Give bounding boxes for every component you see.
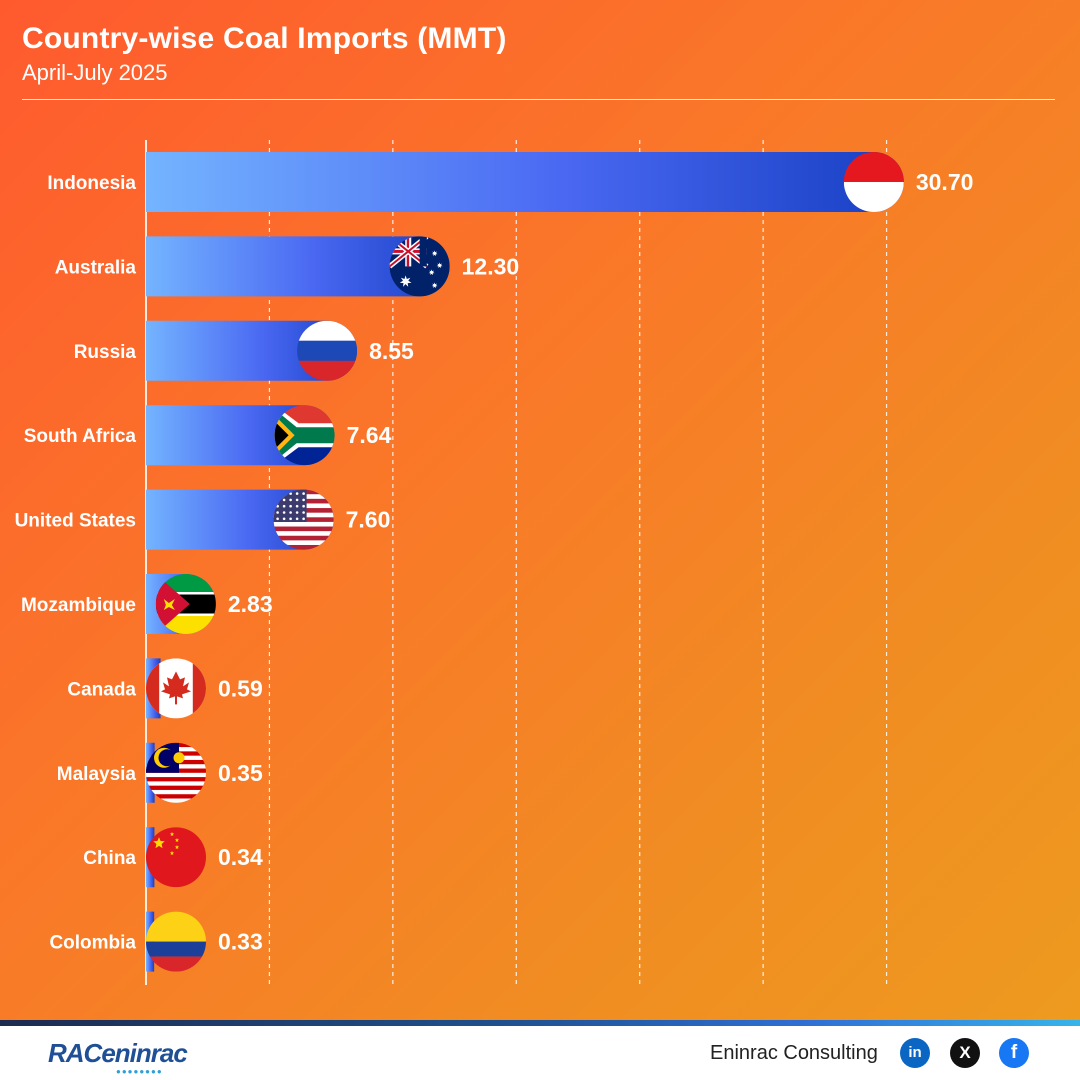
category-label: Canada	[67, 679, 136, 700]
category-label: United States	[15, 511, 136, 532]
united-states-flag-icon	[273, 489, 334, 550]
bar-row: Malaysia 0.35	[57, 742, 263, 803]
bar	[146, 236, 450, 297]
bar-row: Russia 8.55	[74, 320, 414, 381]
colombia-flag-icon	[146, 911, 206, 972]
value-label: 0.33	[218, 929, 263, 955]
value-label: 0.34	[218, 844, 263, 870]
russia-flag-icon	[297, 320, 358, 381]
value-label: 7.60	[346, 507, 391, 533]
bar-row: Australia 12.30	[55, 236, 520, 297]
bar-row: South Africa 7.64	[24, 405, 392, 466]
indonesia-flag-icon	[843, 152, 904, 212]
value-label: 30.70	[916, 169, 974, 195]
malaysia-flag-icon	[146, 742, 206, 803]
china-flag-icon	[146, 827, 206, 888]
australia-flag-icon	[389, 236, 450, 297]
category-label: Mozambique	[21, 595, 136, 616]
bar-row: Mozambique 2.83	[21, 574, 273, 634]
bar-row: Canada 0.59	[67, 658, 263, 719]
south-africa-flag-icon	[274, 405, 335, 466]
bar-row: United States 7.60	[15, 489, 391, 550]
footer: RACeninrac ●●●●●●●● Eninrac Consulting i…	[0, 1026, 1080, 1080]
category-label: Russia	[74, 342, 137, 363]
chart-subtitle: April-July 2025	[22, 60, 168, 85]
canada-flag-icon	[146, 658, 206, 719]
logo-text: RACeninrac	[48, 1038, 188, 1068]
logo-dots: ●●●●●●●●	[116, 1067, 163, 1076]
bar-row: Colombia 0.33	[49, 911, 263, 972]
category-label: Colombia	[49, 933, 136, 954]
facebook-icon[interactable]: f	[999, 1038, 1029, 1068]
category-label: South Africa	[24, 426, 137, 447]
chart-canvas: Country-wise Coal Imports (MMT) April-Ju…	[0, 0, 1080, 1022]
category-label: Indonesia	[47, 173, 136, 194]
title-divider	[22, 99, 1055, 100]
value-label: 0.59	[218, 675, 263, 701]
bar-chart: Indonesia 30.70 Australia 12.30 Russia 8.55 So…	[15, 152, 973, 972]
category-label: Malaysia	[57, 764, 137, 785]
bar-row: China 0.34	[83, 827, 263, 888]
value-label: 2.83	[228, 591, 273, 617]
footer-accent-band	[0, 1020, 1080, 1026]
value-label: 12.30	[462, 253, 520, 279]
bar	[146, 152, 904, 212]
company-name: Eninrac Consulting	[710, 1042, 878, 1064]
category-label: China	[83, 848, 136, 869]
value-label: 8.55	[369, 338, 414, 364]
value-label: 0.35	[218, 760, 263, 786]
mozambique-flag-icon	[155, 574, 216, 634]
value-label: 7.64	[347, 422, 392, 448]
chart-title: Country-wise Coal Imports (MMT)	[22, 22, 507, 55]
eninrac-logo: RACeninrac ●●●●●●●●	[48, 1034, 188, 1076]
x-icon[interactable]: X	[950, 1038, 980, 1068]
category-label: Australia	[55, 257, 137, 278]
bar-row: Indonesia 30.70	[47, 152, 973, 212]
linkedin-icon[interactable]: in	[900, 1038, 930, 1068]
